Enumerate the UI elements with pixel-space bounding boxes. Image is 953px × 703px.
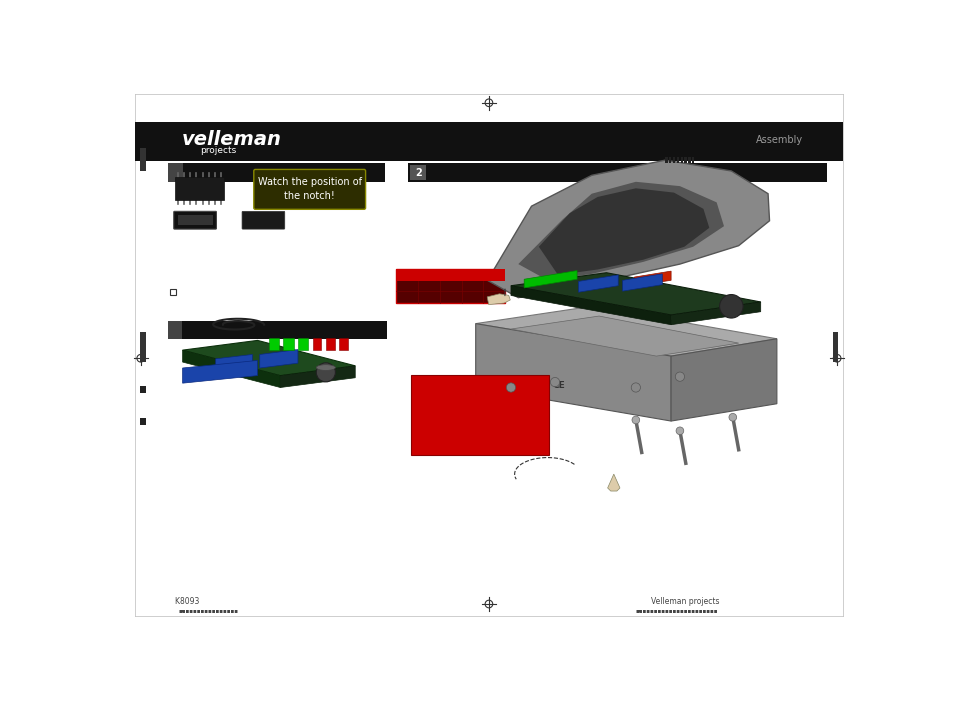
Bar	[326, 337, 335, 349]
Bar	[688, 157, 690, 163]
FancyBboxPatch shape	[173, 212, 216, 229]
Polygon shape	[511, 316, 738, 356]
Text: CE: CE	[552, 381, 564, 390]
Circle shape	[506, 383, 515, 392]
Bar	[140, 418, 146, 425]
Polygon shape	[622, 274, 661, 291]
Bar	[168, 321, 386, 339]
Polygon shape	[215, 354, 253, 373]
Circle shape	[728, 413, 736, 421]
FancyBboxPatch shape	[242, 212, 284, 229]
Polygon shape	[476, 307, 776, 356]
Bar	[140, 332, 146, 361]
Bar	[338, 337, 348, 349]
Bar	[168, 163, 182, 182]
Polygon shape	[670, 339, 776, 421]
Bar	[174, 177, 224, 200]
Bar	[395, 269, 504, 281]
Bar	[268, 337, 278, 349]
Bar	[283, 337, 294, 349]
Circle shape	[676, 427, 683, 434]
Bar	[668, 157, 671, 163]
FancyBboxPatch shape	[253, 169, 365, 209]
Polygon shape	[259, 349, 297, 368]
Bar	[832, 332, 837, 361]
Bar	[679, 157, 682, 163]
Circle shape	[316, 363, 335, 382]
Text: K8093: K8093	[174, 598, 263, 607]
Polygon shape	[182, 350, 280, 387]
Polygon shape	[517, 182, 723, 280]
Text: 2: 2	[415, 167, 421, 178]
Bar	[168, 163, 385, 182]
Bar	[134, 122, 842, 161]
Polygon shape	[634, 271, 670, 285]
Text: ▪▪▪▪▪▪▪▪▪▪▪▪▪▪▪▪▪▪▪▪▪▪: ▪▪▪▪▪▪▪▪▪▪▪▪▪▪▪▪▪▪▪▪▪▪	[635, 608, 718, 613]
Polygon shape	[487, 160, 769, 297]
Bar	[411, 375, 549, 455]
Text: Velleman projects: Velleman projects	[650, 598, 719, 607]
Bar	[168, 321, 182, 339]
Polygon shape	[538, 188, 709, 275]
Circle shape	[631, 416, 639, 424]
Polygon shape	[607, 474, 619, 491]
Bar	[140, 148, 146, 171]
Polygon shape	[182, 361, 257, 383]
Ellipse shape	[316, 365, 335, 370]
Polygon shape	[670, 302, 760, 325]
Bar	[395, 269, 504, 303]
Circle shape	[719, 295, 742, 318]
Bar	[140, 386, 146, 393]
Text: ▪▪▪▪▪▪▪▪▪▪▪▪▪▪▪▪: ▪▪▪▪▪▪▪▪▪▪▪▪▪▪▪▪	[179, 608, 238, 613]
Bar	[672, 157, 675, 163]
Text: projects: projects	[200, 146, 236, 155]
Bar	[313, 337, 321, 349]
Bar	[408, 163, 826, 182]
Text: Assembly: Assembly	[755, 135, 801, 145]
Bar	[692, 157, 694, 163]
Circle shape	[675, 372, 684, 381]
Text: velleman: velleman	[182, 130, 281, 149]
Bar	[170, 288, 176, 295]
Polygon shape	[487, 294, 510, 304]
Bar	[676, 157, 679, 163]
Polygon shape	[578, 275, 618, 292]
Bar	[177, 215, 213, 225]
Polygon shape	[523, 271, 577, 288]
Polygon shape	[476, 323, 670, 421]
Polygon shape	[511, 273, 760, 315]
Text: Watch the position of
the notch!: Watch the position of the notch!	[257, 177, 361, 201]
Circle shape	[550, 378, 559, 387]
Polygon shape	[280, 366, 355, 387]
Circle shape	[631, 383, 639, 392]
Bar	[297, 337, 308, 349]
Polygon shape	[511, 285, 670, 325]
Bar	[410, 165, 426, 180]
Bar	[683, 157, 686, 163]
Polygon shape	[182, 340, 355, 375]
Bar	[664, 157, 667, 163]
